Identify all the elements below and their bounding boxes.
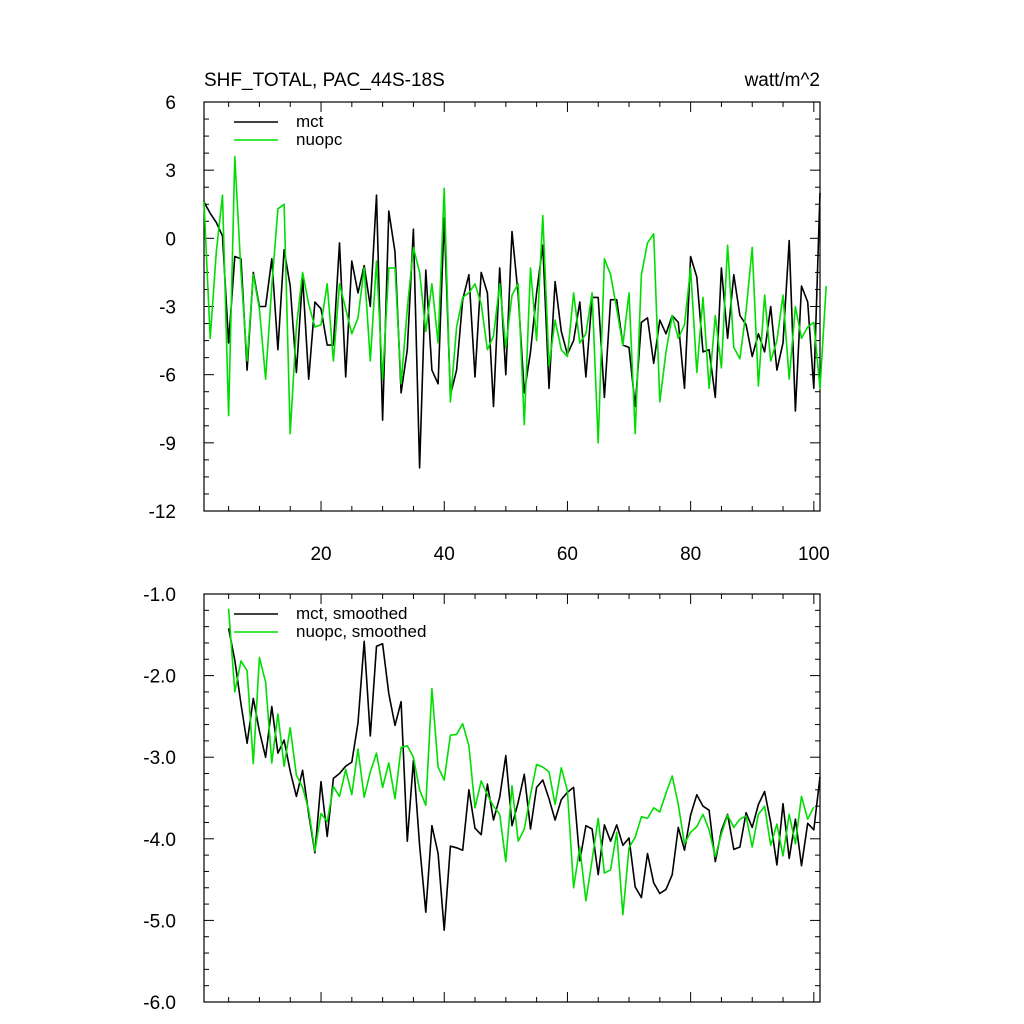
- plot-frame: [203, 101, 821, 512]
- series-line-mct: [203, 192, 821, 469]
- y-tick-label: -4.0: [143, 830, 176, 851]
- y-tick-label: -6: [159, 366, 176, 387]
- y-tick-label: -1.0: [143, 585, 176, 606]
- x-tick-label: 20: [310, 544, 331, 565]
- legend-label: mct: [296, 112, 324, 131]
- y-tick-label: 3: [165, 161, 176, 182]
- legend-label: mct, smoothed: [296, 604, 408, 623]
- y-tick-label: -3: [159, 298, 176, 319]
- y-tick-label: 0: [165, 229, 176, 250]
- x-tick-label: 40: [434, 544, 455, 565]
- y-tick-label: 6: [165, 93, 176, 114]
- units-label: watt/m^2: [744, 70, 820, 91]
- y-tick-label: -12: [149, 502, 176, 523]
- series-line-mct-smoothed: [227, 628, 821, 932]
- series-line-nuopc: [203, 155, 827, 444]
- x-tick-label: 100: [798, 544, 830, 565]
- y-tick-label: -5.0: [143, 911, 176, 932]
- x-tick-label: 80: [680, 544, 701, 565]
- chart-title: SHF_TOTAL, PAC_44S-18S: [204, 70, 445, 91]
- plot-frame: [203, 593, 821, 1003]
- chart-panel-2: -1.0 -2.0 -3.0 -4.0 -5.0 -6.0 mct, smoothednuo…: [143, 585, 821, 1014]
- x-tick-label: 60: [557, 544, 578, 565]
- y-tick-label: -2.0: [143, 667, 176, 688]
- legend-label: nuopc: [296, 130, 343, 149]
- y-tick-label: -3.0: [143, 748, 176, 769]
- y-tick-label: -6.0: [143, 993, 176, 1014]
- legend-label: nuopc, smoothed: [296, 622, 426, 641]
- y-tick-label: -9: [159, 434, 176, 455]
- series-line-nuopc-smoothed: [227, 608, 815, 916]
